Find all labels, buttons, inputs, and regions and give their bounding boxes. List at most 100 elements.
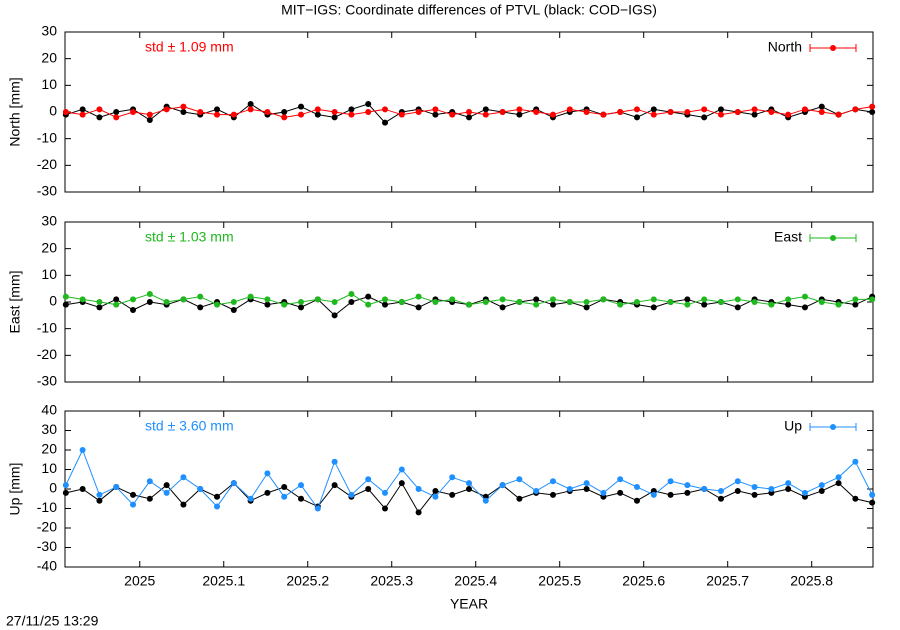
data-point (717, 106, 724, 113)
data-point (667, 478, 674, 485)
x-tick-label: 2025.3 (370, 573, 413, 589)
data-point (314, 106, 321, 113)
data-point (365, 293, 372, 300)
data-point (717, 487, 724, 494)
data-point (264, 109, 271, 115)
data-point (180, 103, 187, 110)
annotation: std ± 1.09 mm (145, 39, 234, 55)
data-point (835, 474, 842, 481)
data-point (499, 296, 506, 303)
data-point (650, 111, 657, 118)
y-tick-label: 20 (41, 239, 57, 255)
data-point (801, 106, 808, 113)
data-point (79, 296, 86, 303)
data-point (348, 111, 355, 118)
data-point (398, 480, 405, 487)
data-point (298, 103, 305, 110)
data-point (583, 299, 590, 305)
y-tick-label: -30 (37, 373, 57, 389)
data-point (549, 478, 556, 485)
data-point (281, 114, 288, 121)
data-point (734, 109, 741, 115)
data-point (180, 109, 187, 115)
data-point (432, 106, 439, 113)
data-point (62, 293, 69, 300)
data-point (113, 484, 120, 491)
data-point (751, 111, 758, 118)
data-point (449, 111, 456, 118)
data-point (331, 482, 338, 489)
data-point (163, 299, 170, 305)
data-point (163, 482, 170, 489)
legend-symbol (830, 45, 836, 51)
y-axis-label: Up [mm] (7, 463, 23, 516)
data-point (466, 114, 472, 121)
y-tick-label: 30 (41, 213, 57, 229)
y-tick-label: -30 (37, 183, 57, 199)
data-point (96, 106, 103, 113)
data-point (516, 495, 523, 502)
data-point (818, 299, 825, 305)
data-point (751, 299, 758, 305)
data-point (415, 293, 422, 300)
data-point (281, 109, 288, 115)
data-point (382, 296, 389, 303)
data-point (415, 109, 422, 115)
data-point (230, 299, 237, 305)
data-point (163, 489, 170, 496)
legend-label: North (768, 39, 802, 55)
data-point (835, 301, 842, 308)
data-point (331, 458, 338, 465)
data-point (62, 489, 69, 496)
data-point (79, 486, 86, 492)
data-point (113, 109, 120, 115)
data-point (314, 296, 321, 303)
data-point (633, 114, 640, 121)
data-point (617, 301, 624, 308)
data-point (281, 301, 288, 308)
data-point (314, 505, 321, 512)
data-point (214, 106, 221, 113)
data-point (566, 106, 573, 113)
data-point (869, 296, 876, 303)
x-axis-label: YEAR (450, 596, 488, 612)
plot-frame (64, 410, 874, 568)
data-point (701, 106, 708, 113)
data-point (331, 312, 338, 319)
data-point (398, 299, 405, 305)
data-point (852, 495, 859, 502)
data-point (382, 489, 389, 496)
data-point (247, 293, 254, 300)
data-point (835, 480, 842, 487)
data-point (449, 296, 456, 303)
data-point (331, 114, 338, 121)
data-point (482, 299, 489, 305)
data-point (331, 109, 338, 115)
data-point (130, 501, 137, 508)
data-point (516, 476, 523, 483)
data-point (667, 109, 674, 115)
data-point (801, 293, 808, 300)
data-point (701, 486, 708, 492)
data-point (432, 111, 439, 118)
data-point (130, 491, 137, 498)
data-point (79, 447, 86, 453)
data-point (415, 509, 422, 516)
data-point (583, 304, 590, 311)
data-point (180, 296, 187, 303)
data-point (818, 482, 825, 489)
data-point (398, 111, 405, 118)
data-point (264, 296, 271, 303)
data-point (180, 474, 187, 481)
data-point (130, 296, 137, 303)
data-point (852, 301, 859, 308)
data-point (62, 482, 69, 489)
data-point (432, 487, 439, 494)
data-point (197, 293, 204, 300)
data-point (298, 495, 305, 502)
data-point (264, 301, 271, 308)
data-point (533, 301, 540, 308)
data-point (650, 106, 657, 113)
y-tick-label: 10 (41, 460, 57, 476)
